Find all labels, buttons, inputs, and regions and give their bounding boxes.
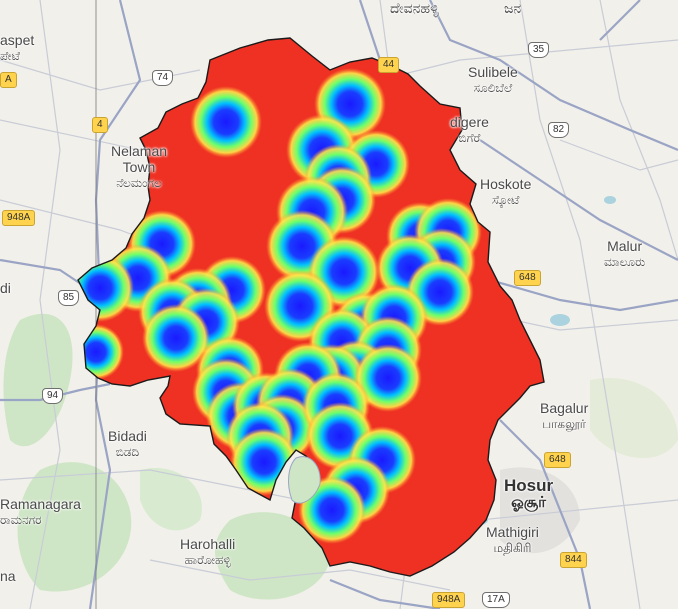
place-local: ಮಾಲೂರು (604, 255, 646, 269)
road-shield-948a-west: 948A (2, 210, 36, 226)
place-label-harohalli: Harohalli ಹಾರೋಹಳ್ಳಿ (180, 536, 235, 568)
place-local: ಸ್ಕೋಟೆ (491, 193, 520, 207)
road-number: 44 (383, 59, 395, 70)
road-shield-82: 82 (548, 122, 570, 138)
place-name: Nelaman Town (110, 143, 168, 175)
road-shield-85: 85 (58, 290, 80, 306)
place-label-mathigiri: Mathigiri மதிகிரி (486, 524, 539, 556)
place-name: ದೇವನಹಳ್ಳಿ (390, 0, 439, 16)
road-number: 648 (519, 272, 536, 283)
place-local: ನೆಲಮಂಗಲ (116, 176, 162, 190)
place-local: மதிகிரி (493, 541, 532, 555)
place-label-bagalur: Bagalur பாகலூர் (540, 400, 588, 432)
place-local: ಪೇಟೆ (0, 49, 20, 63)
place-name: aspet (0, 32, 35, 48)
road-number: 4 (97, 119, 103, 130)
place-local: ಬಿಗೆರೆ (458, 131, 481, 145)
place-label-bidadi: Bidadi ಬಿಡದಿ (108, 428, 147, 460)
road-number: A (5, 74, 12, 85)
place-label-hosur: Hosur ஓசூர் (504, 476, 554, 511)
place-label-edge-ja: ಜನ (504, 0, 521, 16)
place-label-ramanagara: Ramanagara ರಾಮನಗರ (0, 496, 81, 528)
road-shield-94: 94 (42, 388, 64, 404)
place-name: Bidadi (108, 428, 147, 444)
place-label-edge-top: ದೇವನಹಳ್ಳಿ (390, 0, 439, 16)
road-number: 35 (533, 44, 545, 55)
place-name: Hosur (504, 476, 554, 495)
place-name: Mathigiri (486, 524, 539, 540)
road-shield-a: A (0, 72, 17, 88)
road-shield-44: 44 (378, 57, 400, 73)
road-shield-4: 4 (92, 117, 108, 133)
road-shield-74: 74 (152, 70, 174, 86)
place-label-edge-na: na (0, 568, 16, 584)
road-shield-648-north: 648 (514, 270, 541, 286)
place-name: Hoskote (480, 176, 532, 192)
road-number: 94 (47, 390, 59, 401)
road-number: 844 (565, 554, 582, 565)
place-name: Sulibele (468, 64, 518, 80)
place-label-raspet: aspet ಪೇಟೆ (0, 32, 34, 64)
place-label-nelamangala: Nelaman Town ನೆಲಮಂಗಲ (104, 143, 174, 191)
place-local: ಬಿಡದಿ (115, 445, 140, 459)
place-local: பாகலூர் (542, 417, 587, 431)
road-shield-648-south: 648 (544, 452, 571, 468)
place-label-edge-di: di (0, 280, 11, 296)
place-name: Ramanagara (0, 496, 81, 512)
place-name: Bagalur (540, 400, 589, 416)
place-name: digere (450, 114, 489, 130)
road-number: 82 (553, 124, 565, 135)
place-label-hoskote: Hoskote ಸ್ಕೋಟೆ (480, 176, 531, 208)
place-local: ರಾಮನಗರ (0, 513, 42, 527)
road-shield-17a: 17A (482, 592, 510, 608)
road-number: 85 (63, 292, 75, 303)
heatmap-layer (78, 68, 482, 544)
place-name: Harohalli (180, 536, 236, 552)
place-label-malur: Malur ಮಾಲೂರು (604, 238, 645, 270)
road-number: 948A (437, 594, 461, 605)
place-name: di (0, 280, 11, 296)
place-name: na (0, 568, 16, 584)
road-shield-948a-south: 948A (432, 592, 466, 608)
road-number: 74 (157, 72, 169, 83)
place-local: ಸೂಲಿಬೆಲೆ (473, 81, 513, 95)
place-local: ಹಾರೋಹಳ್ಳಿ (184, 553, 231, 567)
road-number: 948A (7, 212, 31, 223)
place-label-digere: digere ಬಿಗೆರೆ (450, 114, 489, 146)
place-label-sulibele: Sulibele ಸೂಲಿಬೆಲೆ (468, 64, 518, 96)
road-number: 17A (487, 594, 505, 605)
place-local: ஓசூர் (511, 493, 546, 511)
district-boundary (77, 37, 545, 577)
road-shield-844: 844 (560, 552, 587, 568)
place-name: ಜನ (504, 0, 522, 16)
place-name: Malur (607, 238, 643, 254)
road-number: 648 (549, 454, 566, 465)
road-shield-35: 35 (528, 42, 550, 58)
